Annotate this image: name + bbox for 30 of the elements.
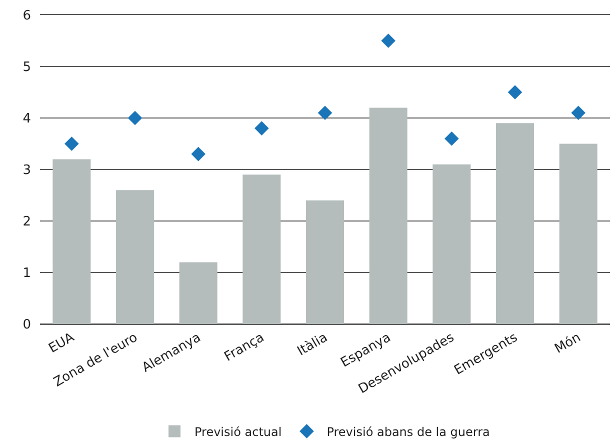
y-tick-label: 5 — [22, 60, 31, 76]
point — [318, 106, 332, 120]
bar — [559, 144, 598, 324]
legend-label: Previsió abans de la guerra — [326, 424, 490, 439]
x-tick-label: EUA — [46, 330, 78, 357]
bar — [369, 108, 408, 324]
bar — [306, 200, 344, 324]
x-tick-label: Itàlia — [294, 330, 330, 360]
point — [444, 131, 459, 146]
y-tick-label: 4 — [22, 112, 31, 127]
bar — [116, 190, 154, 324]
bar — [496, 123, 534, 324]
bar — [242, 174, 281, 324]
point — [508, 85, 522, 100]
point — [571, 106, 586, 120]
bar — [179, 262, 218, 324]
point — [128, 110, 142, 126]
point — [191, 146, 206, 162]
y-tick-label: 3 — [22, 163, 31, 178]
legend-label: Previsió actual — [194, 424, 282, 439]
y-tick-label: 1 — [22, 266, 31, 282]
bar — [52, 159, 91, 324]
point — [381, 34, 396, 48]
y-tick-label: 0 — [22, 318, 31, 333]
y-tick-label: 2 — [22, 214, 31, 230]
point — [64, 136, 79, 151]
y-tick-label: 6 — [22, 8, 31, 24]
bar — [432, 164, 471, 324]
x-tick-label: Món — [552, 330, 584, 357]
point — [254, 121, 269, 136]
